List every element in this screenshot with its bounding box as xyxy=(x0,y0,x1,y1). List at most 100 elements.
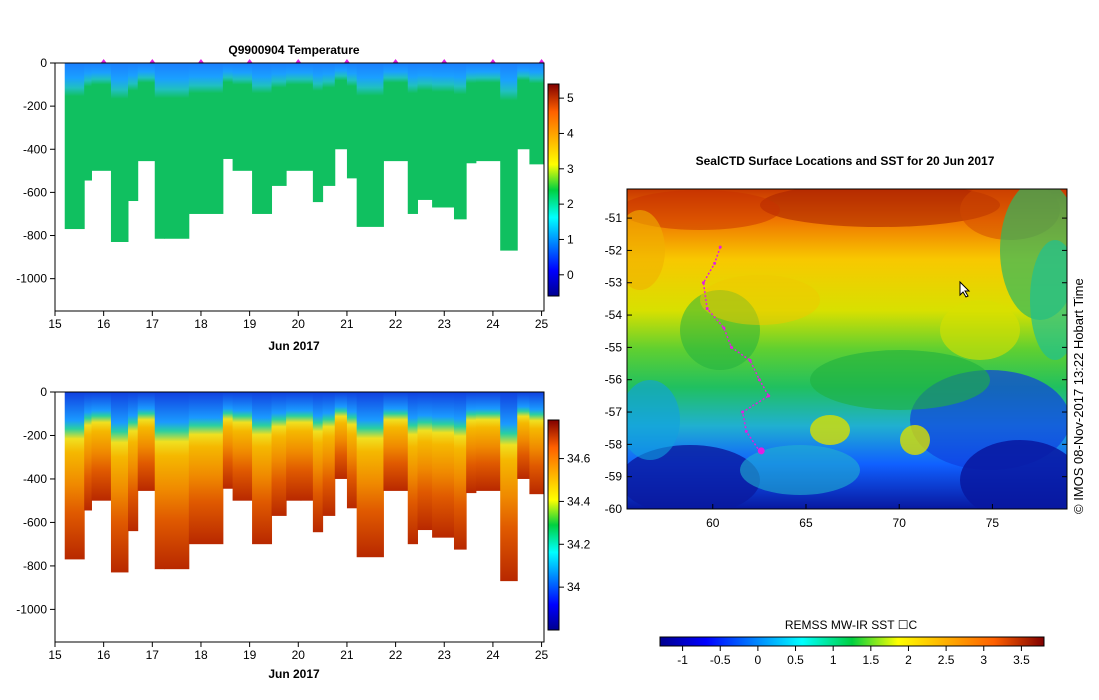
sst-patch xyxy=(810,350,990,410)
sst-patch xyxy=(810,415,850,445)
y-tick-label: -51 xyxy=(605,211,623,225)
salinity-profile xyxy=(356,392,384,558)
track-point xyxy=(718,245,722,249)
x-tick-label: 16 xyxy=(97,317,111,331)
sst-patch xyxy=(940,300,1020,360)
y-tick-label: -53 xyxy=(605,276,623,290)
x-tick-label: 15 xyxy=(48,317,62,331)
temperature-profile xyxy=(417,63,433,200)
salinity-axes-frame xyxy=(54,391,545,643)
x-tick-label: 18 xyxy=(194,317,208,331)
temperature-profile xyxy=(475,63,501,162)
temperature-colorbar-bar xyxy=(547,83,560,297)
surface-marker xyxy=(246,59,253,63)
x-tick-label: 23 xyxy=(438,648,452,662)
colorbar-tick-label: 1.5 xyxy=(862,653,879,667)
sst-patch xyxy=(627,210,665,290)
temperature-profile xyxy=(271,63,287,186)
salinity-profile xyxy=(84,392,92,511)
temperature-profile xyxy=(300,63,314,171)
salinity-x-axis: 15 16 17 18 19 20 21 22 23 24 25 xyxy=(48,642,549,662)
y-tick-label: -54 xyxy=(605,308,623,322)
x-tick-label: 20 xyxy=(292,317,306,331)
x-tick-label: 70 xyxy=(893,516,907,530)
colorbar-tick-label: -1 xyxy=(677,653,688,667)
y-tick-label: -400 xyxy=(23,472,47,486)
sst-map-title: SealCTD Surface Locations and SST for 20… xyxy=(696,154,995,168)
sst-x-axis: 60 65 70 75 xyxy=(706,504,999,530)
salinity-profile xyxy=(300,392,314,501)
temperature-axes-frame xyxy=(54,62,545,312)
salinity-profile xyxy=(475,392,501,491)
colorbar-tick-label: 3.5 xyxy=(1013,653,1030,667)
colorbar-tick-label: 2 xyxy=(567,197,574,211)
colorbar-tick-label: 4 xyxy=(567,126,574,140)
sst-patch xyxy=(760,189,1000,227)
colorbar-tick-label: 1 xyxy=(567,232,574,246)
surface-marker xyxy=(489,59,496,63)
salinity-profile xyxy=(64,392,85,560)
seal-track xyxy=(701,245,771,455)
x-tick-label: 22 xyxy=(389,648,403,662)
colorbar-tick-label: 34.2 xyxy=(567,537,591,551)
salinity-profile xyxy=(222,392,234,489)
temperature-profile xyxy=(517,63,530,150)
x-tick-label: 25 xyxy=(535,648,549,662)
temperature-profile xyxy=(91,63,112,171)
x-tick-label: 17 xyxy=(146,317,160,331)
track-point xyxy=(757,378,761,382)
x-tick-label: 24 xyxy=(486,648,500,662)
y-tick-label: -60 xyxy=(605,502,623,516)
y-tick-label: -57 xyxy=(605,405,623,419)
salinity-profile xyxy=(334,392,348,479)
temperature-profile xyxy=(286,63,302,171)
x-tick-label: 17 xyxy=(146,648,160,662)
track-point xyxy=(748,358,752,362)
sst-patch xyxy=(627,190,780,230)
salinity-profile xyxy=(164,392,190,570)
x-tick-label: 24 xyxy=(486,317,500,331)
track-point xyxy=(729,345,733,349)
sst-colorbar-bar xyxy=(659,636,1045,647)
colorbar-tick-label: 0.5 xyxy=(787,653,804,667)
sst-y-axis: -51 -52 -53 -54 -55 -56 -57 -58 -59 -60 xyxy=(605,211,1067,516)
y-tick-label: -200 xyxy=(23,99,47,113)
sst-patch xyxy=(627,380,680,460)
salinity-profile xyxy=(137,392,156,491)
colorbar-tick-label: 0 xyxy=(567,268,574,282)
track-end-point xyxy=(757,447,765,455)
x-tick-label: 16 xyxy=(97,648,111,662)
salinity-panel: 0 -200 -400 -600 -800 -1000 15 16 17 18 19 20 21 22 2… xyxy=(16,385,590,681)
temperature-profile xyxy=(137,63,156,162)
sst-patch xyxy=(900,425,930,455)
surface-marker xyxy=(392,59,399,63)
salinity-profile xyxy=(407,392,418,545)
colorbar-tick-label: 34.6 xyxy=(567,452,591,466)
sst-map-panel: SealCTD Surface Locations and SST for 20… xyxy=(605,154,1068,667)
salinity-profile xyxy=(110,392,129,573)
sst-axes-frame xyxy=(626,188,1068,510)
temperature-profile xyxy=(356,63,384,227)
y-tick-label: -800 xyxy=(23,559,47,573)
temperature-profile xyxy=(252,63,273,214)
surface-marker xyxy=(149,59,156,63)
salinity-profile xyxy=(271,392,287,516)
temperature-profile xyxy=(110,63,129,242)
salinity-profile xyxy=(453,392,467,550)
temperature-colorbar-ticks: 5 4 3 2 1 0 xyxy=(559,91,574,282)
salinity-profile xyxy=(91,392,112,501)
x-tick-label: 15 xyxy=(48,648,62,662)
track-point xyxy=(705,307,709,311)
temperature-profile xyxy=(383,63,409,162)
salinity-profile xyxy=(417,392,433,531)
sst-patches xyxy=(627,189,1067,509)
y-tick-label: -59 xyxy=(605,470,623,484)
temperature-profile xyxy=(127,63,139,202)
temperature-profile xyxy=(432,63,455,208)
sst-patch xyxy=(627,445,760,509)
temperature-profile xyxy=(232,63,253,171)
temperature-profile xyxy=(322,63,336,186)
colorbar-tick-label: 3 xyxy=(980,653,987,667)
y-tick-label: 0 xyxy=(40,385,47,399)
